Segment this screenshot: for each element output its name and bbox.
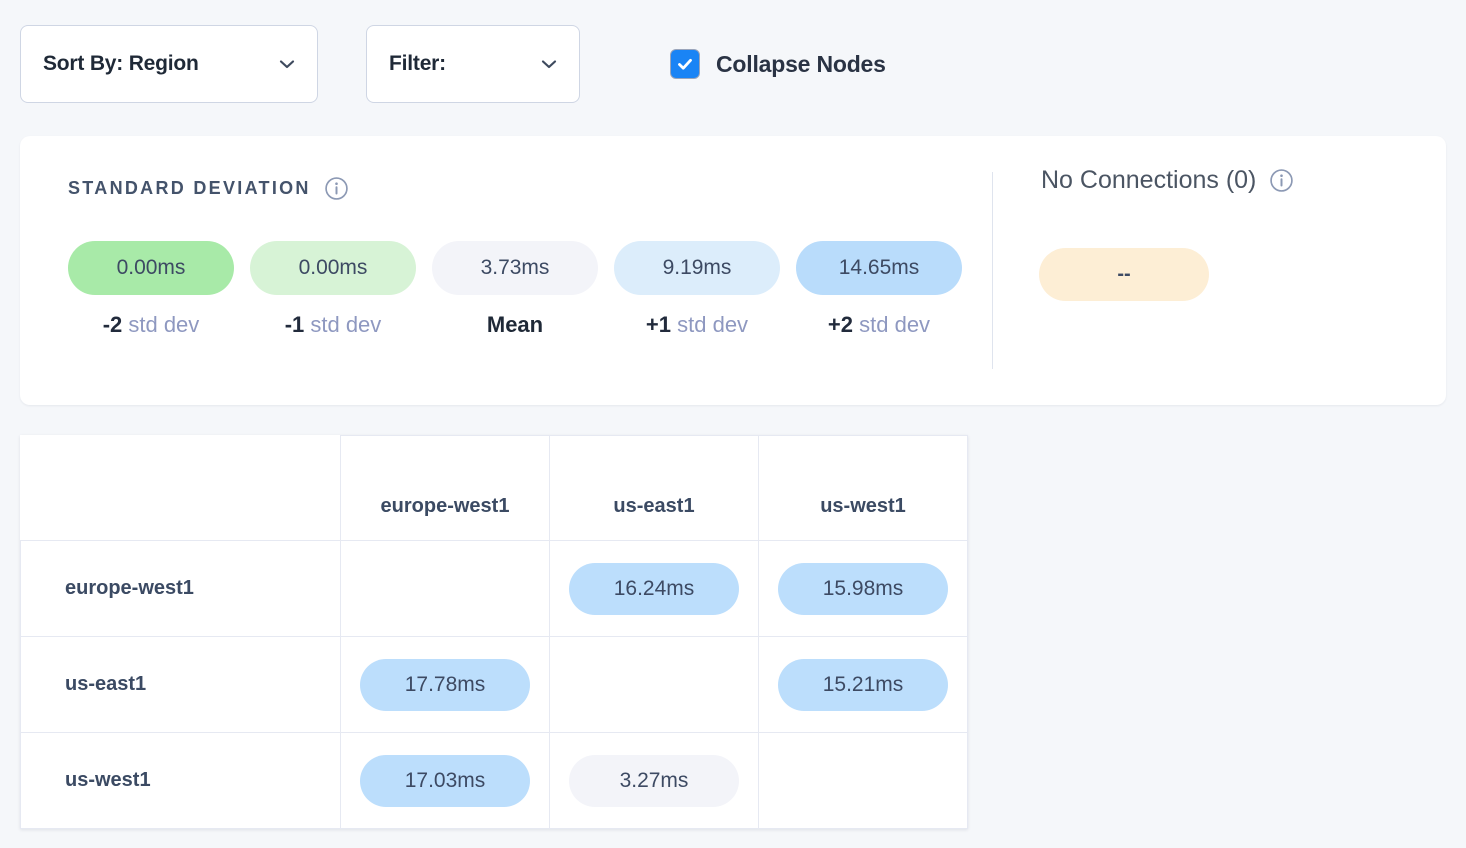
matrix-row-header: us-west1 [20, 732, 341, 829]
info-icon[interactable] [324, 176, 349, 201]
matrix-cell [340, 540, 550, 637]
std-dev-caption: +1 std dev [645, 312, 749, 337]
matrix-header: europe-west1 us-east1 us-west1 [20, 435, 968, 541]
std-dev-caption: +2 std dev [827, 312, 931, 337]
std-dev-panel: STANDARD DEVIATION 0.00ms -2 std dev 0.00m… [20, 136, 992, 405]
std-dev-title: STANDARD DEVIATION [68, 178, 311, 198]
no-connections-panel: No Connections (0) -- [993, 136, 1446, 405]
matrix-cell [758, 732, 968, 829]
std-dev-value-pill: 3.73ms [432, 241, 598, 295]
std-dev-step: 0.00ms -1 std dev [250, 241, 416, 338]
check-icon [678, 58, 692, 70]
summary-card: STANDARD DEVIATION 0.00ms -2 std dev 0.00m… [20, 136, 1446, 405]
latency-pill: 17.78ms [360, 658, 530, 711]
std-dev-value-pill: 9.19ms [614, 241, 780, 295]
std-dev-step: 14.65ms +2 std dev [796, 241, 962, 338]
card-divider [992, 172, 993, 369]
no-connections-pill: -- [1039, 248, 1209, 301]
matrix-row-header: europe-west1 [20, 540, 341, 637]
no-connections-title: No Connections (0) [1041, 166, 1257, 194]
chevron-down-icon [279, 60, 295, 69]
std-dev-caption: -1 std dev [284, 312, 382, 337]
std-dev-scale: 0.00ms -2 std dev 0.00ms -1 std dev 3.73ms Me… [68, 241, 962, 338]
std-dev-caption: Mean [486, 312, 544, 337]
collapse-nodes-checkbox[interactable] [670, 49, 700, 79]
matrix-column-header: us-east1 [549, 435, 759, 541]
table-row: europe-west1 16.24ms 15.98ms [20, 540, 968, 637]
std-dev-step: 0.00ms -2 std dev [68, 241, 234, 338]
info-icon[interactable] [1269, 168, 1294, 193]
std-dev-heading: STANDARD DEVIATION [68, 176, 349, 201]
matrix-cell[interactable]: 16.24ms [549, 540, 759, 637]
table-row: us-east1 17.78ms 15.21ms [20, 636, 968, 733]
std-dev-caption: -2 std dev [102, 312, 200, 337]
matrix-cell [549, 636, 759, 733]
latency-pill: 15.21ms [778, 658, 948, 711]
latency-pill: 3.27ms [569, 754, 739, 807]
matrix-column-header: europe-west1 [340, 435, 550, 541]
latency-pill: 17.03ms [360, 754, 530, 807]
matrix-cell[interactable]: 15.98ms [758, 540, 968, 637]
chevron-down-icon [541, 60, 557, 69]
matrix-body: europe-west1 16.24ms 15.98ms us-east1 17.78m… [20, 540, 968, 829]
matrix-column-header: us-west1 [758, 435, 968, 541]
std-dev-value-pill: 0.00ms [68, 241, 234, 295]
matrix-cell[interactable]: 3.27ms [549, 732, 759, 829]
latency-matrix-table: europe-west1 us-east1 us-west1 europe-west… [20, 435, 968, 829]
std-dev-step: 9.19ms +1 std dev [614, 241, 780, 338]
matrix-row-header: us-east1 [20, 636, 341, 733]
std-dev-step: 3.73ms Mean [432, 241, 598, 338]
filter-dropdown[interactable]: Filter: [366, 25, 580, 103]
table-row: us-west1 17.03ms 3.27ms [20, 732, 968, 829]
toolbar: Sort By: Region Filter: Collapse Nodes [0, 0, 1466, 128]
collapse-nodes-label: Collapse Nodes [716, 50, 886, 77]
sort-by-label: Sort By: Region [43, 52, 199, 75]
collapse-nodes-toggle[interactable]: Collapse Nodes [670, 49, 886, 79]
sort-by-dropdown[interactable]: Sort By: Region [20, 25, 318, 103]
matrix-header-row: europe-west1 us-east1 us-west1 [20, 435, 968, 541]
matrix-cell[interactable]: 17.78ms [340, 636, 550, 733]
no-connections-heading: No Connections (0) [1041, 166, 1294, 195]
std-dev-value-pill: 0.00ms [250, 241, 416, 295]
latency-pill: 16.24ms [569, 562, 739, 615]
matrix-corner-cell [20, 435, 341, 541]
latency-pill: 15.98ms [778, 562, 948, 615]
std-dev-value-pill: 14.65ms [796, 241, 962, 295]
matrix-cell[interactable]: 17.03ms [340, 732, 550, 829]
filter-label: Filter: [389, 52, 446, 75]
matrix-cell[interactable]: 15.21ms [758, 636, 968, 733]
